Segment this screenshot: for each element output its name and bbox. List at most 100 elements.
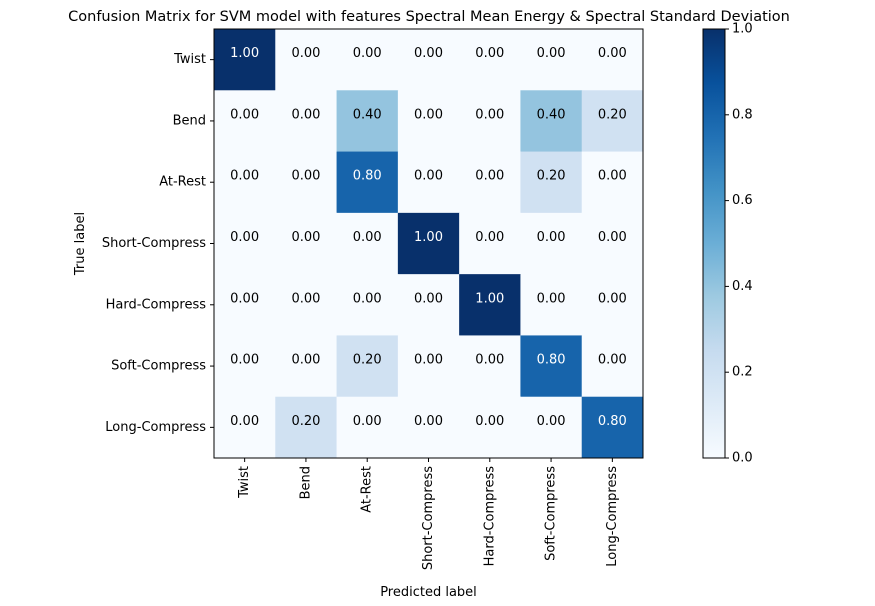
cell-value-label: 0.00 <box>475 230 504 245</box>
colorbar-tick-label: 0.2 <box>732 365 753 380</box>
y-axis-label: True label <box>73 212 88 276</box>
cell-value-label: 1.00 <box>230 46 259 61</box>
x-axis-ticks: Twist Bend At-Rest Short-Compress Hard-Compr… <box>237 458 620 570</box>
matrix-cell <box>520 90 583 153</box>
cell-value-label: 0.20 <box>537 169 566 184</box>
colorbar-tick-label: 0.0 <box>732 451 753 466</box>
cell-value-label: 0.00 <box>230 291 259 306</box>
cell-value-label: 0.20 <box>291 414 320 429</box>
cell-value-label: 0.40 <box>353 107 382 122</box>
y-tick-label: At-Rest <box>159 175 206 190</box>
matrix-cell <box>275 90 338 153</box>
matrix-cell <box>336 151 399 214</box>
matrix-cell <box>214 396 276 459</box>
matrix-cell <box>459 151 521 214</box>
matrix-cell <box>459 29 521 91</box>
cell-value-label: 0.00 <box>414 353 443 368</box>
matrix-cell <box>275 151 338 214</box>
cell-value-label: 0.00 <box>414 46 443 61</box>
cell-value-label: 0.00 <box>598 169 627 184</box>
matrix-cell <box>275 29 338 91</box>
matrix-cell <box>336 274 399 336</box>
matrix-cell <box>581 274 644 336</box>
matrix-cell <box>214 151 276 214</box>
matrix-cell <box>397 212 460 275</box>
cell-value-label: 0.00 <box>291 169 320 184</box>
matrix-cell <box>336 212 399 275</box>
cell-value-label: 0.00 <box>291 107 320 122</box>
cell-value-label: 0.00 <box>291 230 320 245</box>
cell-value-label: 0.20 <box>598 107 627 122</box>
cell-value-label: 0.20 <box>353 353 382 368</box>
cell-value-label: 0.00 <box>598 353 627 368</box>
cell-value-label: 0.00 <box>414 107 443 122</box>
matrix-cell <box>336 396 399 459</box>
matrix-cell <box>581 151 644 214</box>
y-tick-label: Short-Compress <box>102 236 206 251</box>
matrix-cell <box>275 274 338 336</box>
y-tick-label: Long-Compress <box>105 420 206 435</box>
cell-value-label: 0.00 <box>537 291 566 306</box>
matrix-cell <box>275 396 338 459</box>
matrix-cell <box>214 29 276 91</box>
cell-value-label: 0.00 <box>598 46 627 61</box>
matrix-cell <box>520 29 583 91</box>
matrix-cell <box>520 274 583 336</box>
matrix-cell <box>581 90 644 153</box>
matrix-cell <box>397 90 460 153</box>
cell-value-label: 0.00 <box>230 107 259 122</box>
x-tick-label: Hard-Compress <box>482 466 497 567</box>
cell-value-label: 0.00 <box>230 414 259 429</box>
matrix-cell <box>520 212 583 275</box>
chart-title: Confusion Matrix for SVM model with feat… <box>68 9 790 25</box>
cell-value-label: 0.80 <box>537 353 566 368</box>
matrix-cell <box>214 90 276 153</box>
cell-value-label: 0.00 <box>537 414 566 429</box>
y-axis-ticks: Twist Bend At-Rest Short-Compress Hard-Compr… <box>102 52 214 435</box>
matrix-cell <box>581 212 644 275</box>
colorbar <box>702 28 726 459</box>
matrix-cell <box>581 335 644 398</box>
x-tick-label: Long-Compress <box>605 466 620 567</box>
cell-value-label: 0.00 <box>414 291 443 306</box>
matrix-cell <box>520 335 583 398</box>
matrix-cell <box>336 90 399 153</box>
y-tick-label: Twist <box>173 52 206 67</box>
colorbar-tick-label: 1.0 <box>732 22 753 37</box>
cell-value-label: 0.00 <box>598 230 627 245</box>
matrix-cell <box>397 29 460 91</box>
cell-value-label: 0.80 <box>598 414 627 429</box>
y-tick-label: Soft-Compress <box>111 359 206 374</box>
cell-value-label: 0.00 <box>537 46 566 61</box>
cell-value-label: 0.00 <box>230 353 259 368</box>
cell-value-label: 1.00 <box>414 230 443 245</box>
cell-value-label: 0.00 <box>230 169 259 184</box>
cell-value-label: 0.00 <box>414 414 443 429</box>
cell-value-label: 0.00 <box>475 107 504 122</box>
matrix-cell <box>397 151 460 214</box>
x-tick-label: Short-Compress <box>421 466 436 570</box>
cell-value-label: 0.00 <box>475 414 504 429</box>
matrix-cell <box>336 335 399 398</box>
cell-value-label: 0.00 <box>291 291 320 306</box>
matrix-cell <box>459 396 521 459</box>
cell-value-label: 0.00 <box>475 169 504 184</box>
colorbar-ticks: 0.0 0.2 0.4 0.6 0.8 1.0 <box>725 22 753 466</box>
cell-value-label: 0.00 <box>475 353 504 368</box>
y-tick-label: Bend <box>173 113 206 128</box>
colorbar-tick-label: 0.6 <box>732 193 753 208</box>
cell-value-label: 0.40 <box>537 107 566 122</box>
cell-value-label: 0.00 <box>291 46 320 61</box>
matrix-cell <box>459 274 521 336</box>
cell-value-label: 0.00 <box>475 46 504 61</box>
cell-value-label: 0.00 <box>353 46 382 61</box>
matrix-cell <box>397 274 460 336</box>
cell-value-label: 0.00 <box>291 353 320 368</box>
matrix-cells <box>214 29 644 459</box>
matrix-cell <box>275 212 338 275</box>
matrix-cell <box>336 29 399 91</box>
cell-value-label: 0.00 <box>537 230 566 245</box>
matrix-cell <box>275 335 338 398</box>
matrix-cell <box>581 396 644 459</box>
